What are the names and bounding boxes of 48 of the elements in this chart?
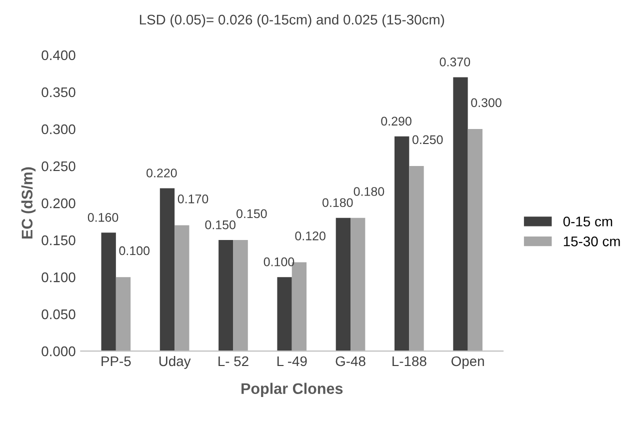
data-label: 0.150 [236,209,267,218]
y-tick-label: 0.150 [42,235,76,246]
data-label: 0.180 [322,198,353,208]
bar [233,240,248,352]
y-tick-label: 0.100 [42,272,76,282]
data-label: 0.170 [178,194,208,204]
data-label: 0.160 [88,212,118,222]
x-tick-label: Open [451,356,484,369]
bar [350,218,366,352]
y-tick-label: 0.000 [42,346,76,356]
bar [174,225,190,352]
bar [409,166,424,352]
bar [394,136,410,352]
bar [453,77,468,352]
x-tick-label: L- 52 [218,356,248,366]
data-label: 0.290 [381,116,412,126]
x-tick-label: L-188 [392,356,426,366]
x-tick-label: PP-5 [102,356,131,366]
y-axis-title: EC (dS/m) [21,167,36,239]
data-label: 0.180 [354,187,384,196]
data-label: 0.120 [295,231,326,240]
x-axis-title: Poplar Clones [242,382,343,398]
data-label: 0.250 [412,135,443,144]
y-tick-label: 0.050 [42,309,76,320]
data-label: 0.300 [471,98,502,108]
data-label: 0.150 [205,220,236,230]
x-tick-label: Uday [159,356,191,369]
bar [336,218,351,352]
bar [101,232,116,352]
data-label: 0.370 [440,58,470,66]
data-label: 0.100 [264,257,294,266]
y-tick-label: 0.200 [42,198,76,208]
legend-label: 0-15 cm [563,216,612,226]
chart-title: LSD (0.05)= 0.026 (0-15cm) and 0.025 (15-30cm) [140,14,444,28]
bar [160,188,175,352]
bar [468,129,482,352]
y-tick-label: 0.300 [42,124,76,134]
data-label: 0.220 [146,168,177,178]
bar [116,277,131,352]
y-tick-label: 0.250 [42,161,76,172]
bar [218,240,234,352]
bar [277,277,292,352]
y-tick-label: 0.400 [42,50,76,60]
legend-label: 15-30 cm [564,236,620,246]
data-label: 0.100 [119,246,150,256]
y-tick-label: 0.350 [42,87,76,98]
x-tick-label: L -49 [277,356,307,366]
x-tick-label: G-48 [336,356,366,366]
